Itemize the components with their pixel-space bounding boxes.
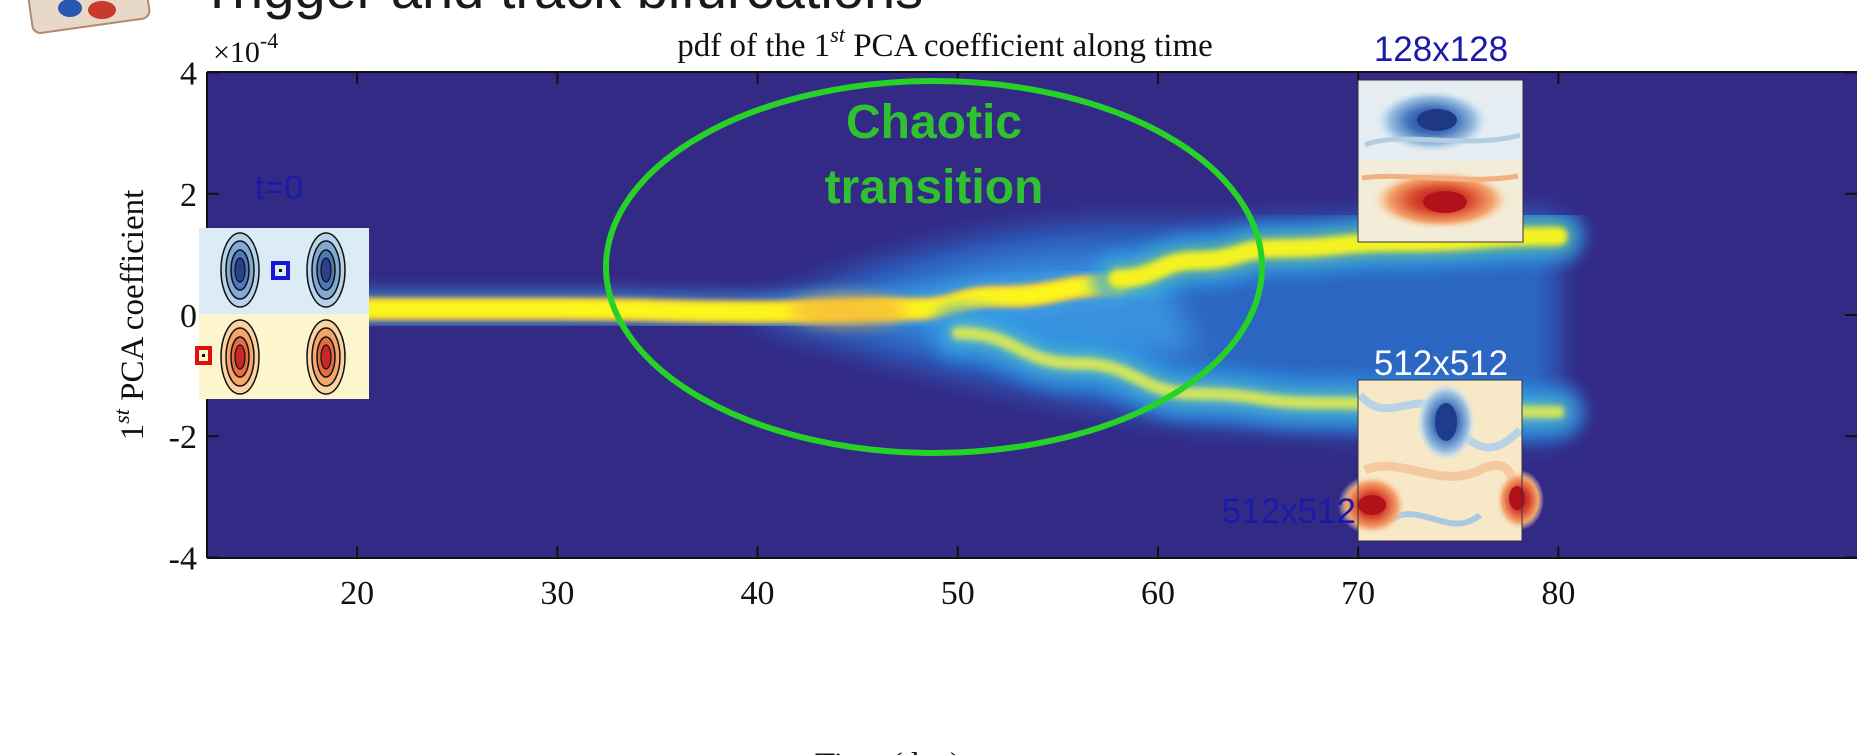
x-tick-label-70: 70	[1341, 575, 1375, 612]
label-512x512-top: 512x512	[1374, 344, 1508, 383]
blue-marker-dot-icon	[279, 269, 282, 272]
x-tick-labels: 20 30 40 50 60 70 80	[340, 575, 1575, 612]
y-axis-multiplier: ×10-4	[213, 28, 278, 69]
x-tick-label-60: 60	[1141, 575, 1175, 612]
blue-vortex-left-icon	[220, 232, 260, 308]
label-128x128: 128x128	[1374, 30, 1508, 69]
red-vortex-left-icon	[220, 319, 260, 395]
y-tick-label--4: -4	[169, 540, 197, 577]
inset-final-512	[1338, 379, 1544, 542]
x-tick-label-40: 40	[741, 575, 775, 612]
x-tick-label-20: 20	[340, 575, 374, 612]
trunk-tail-orange	[787, 294, 908, 327]
x-tick-label-30: 30	[540, 575, 574, 612]
inset-initial-state	[195, 228, 369, 399]
y-axis-label: 1st PCA coefficient	[109, 190, 151, 441]
y-tick-labels: -4 -2 0 2 4	[169, 56, 197, 578]
inset-final-128	[1357, 79, 1524, 243]
red-vortex-right-icon	[306, 319, 346, 395]
x-tick-label-50: 50	[941, 575, 975, 612]
branch-trunk-band-2	[207, 275, 1127, 321]
y-tick-label-2: 2	[180, 177, 197, 214]
t0-label: t=0	[255, 169, 303, 207]
chart-title: pdf of the 1st PCA coefficient along tim…	[677, 22, 1213, 64]
plot-frame	[206, 71, 1857, 559]
y-tick-label-0: 0	[180, 298, 197, 335]
slide-title: Trigger and track bifurcations	[200, 0, 923, 20]
chaotic-transition-ellipse	[603, 78, 1265, 456]
red-marker-dot-icon	[202, 354, 205, 357]
blue-marker-square-icon	[271, 261, 290, 280]
blue-vortex-right-icon	[306, 232, 346, 308]
y-tick-label-4: 4	[180, 56, 197, 93]
plot-area	[206, 71, 1857, 559]
chaotic-transition-label-line2: transition	[825, 161, 1044, 214]
label-512x512-left: 512x512	[1222, 492, 1356, 531]
slide-logo-icon	[27, 0, 151, 34]
x-axis-label: Time (day)	[815, 747, 961, 755]
x-tick-label-80: 80	[1541, 575, 1575, 612]
red-marker-square-icon	[195, 346, 212, 365]
y-tick-label--2: -2	[169, 419, 197, 456]
chaotic-transition-label-line1: Chaotic	[846, 96, 1022, 149]
